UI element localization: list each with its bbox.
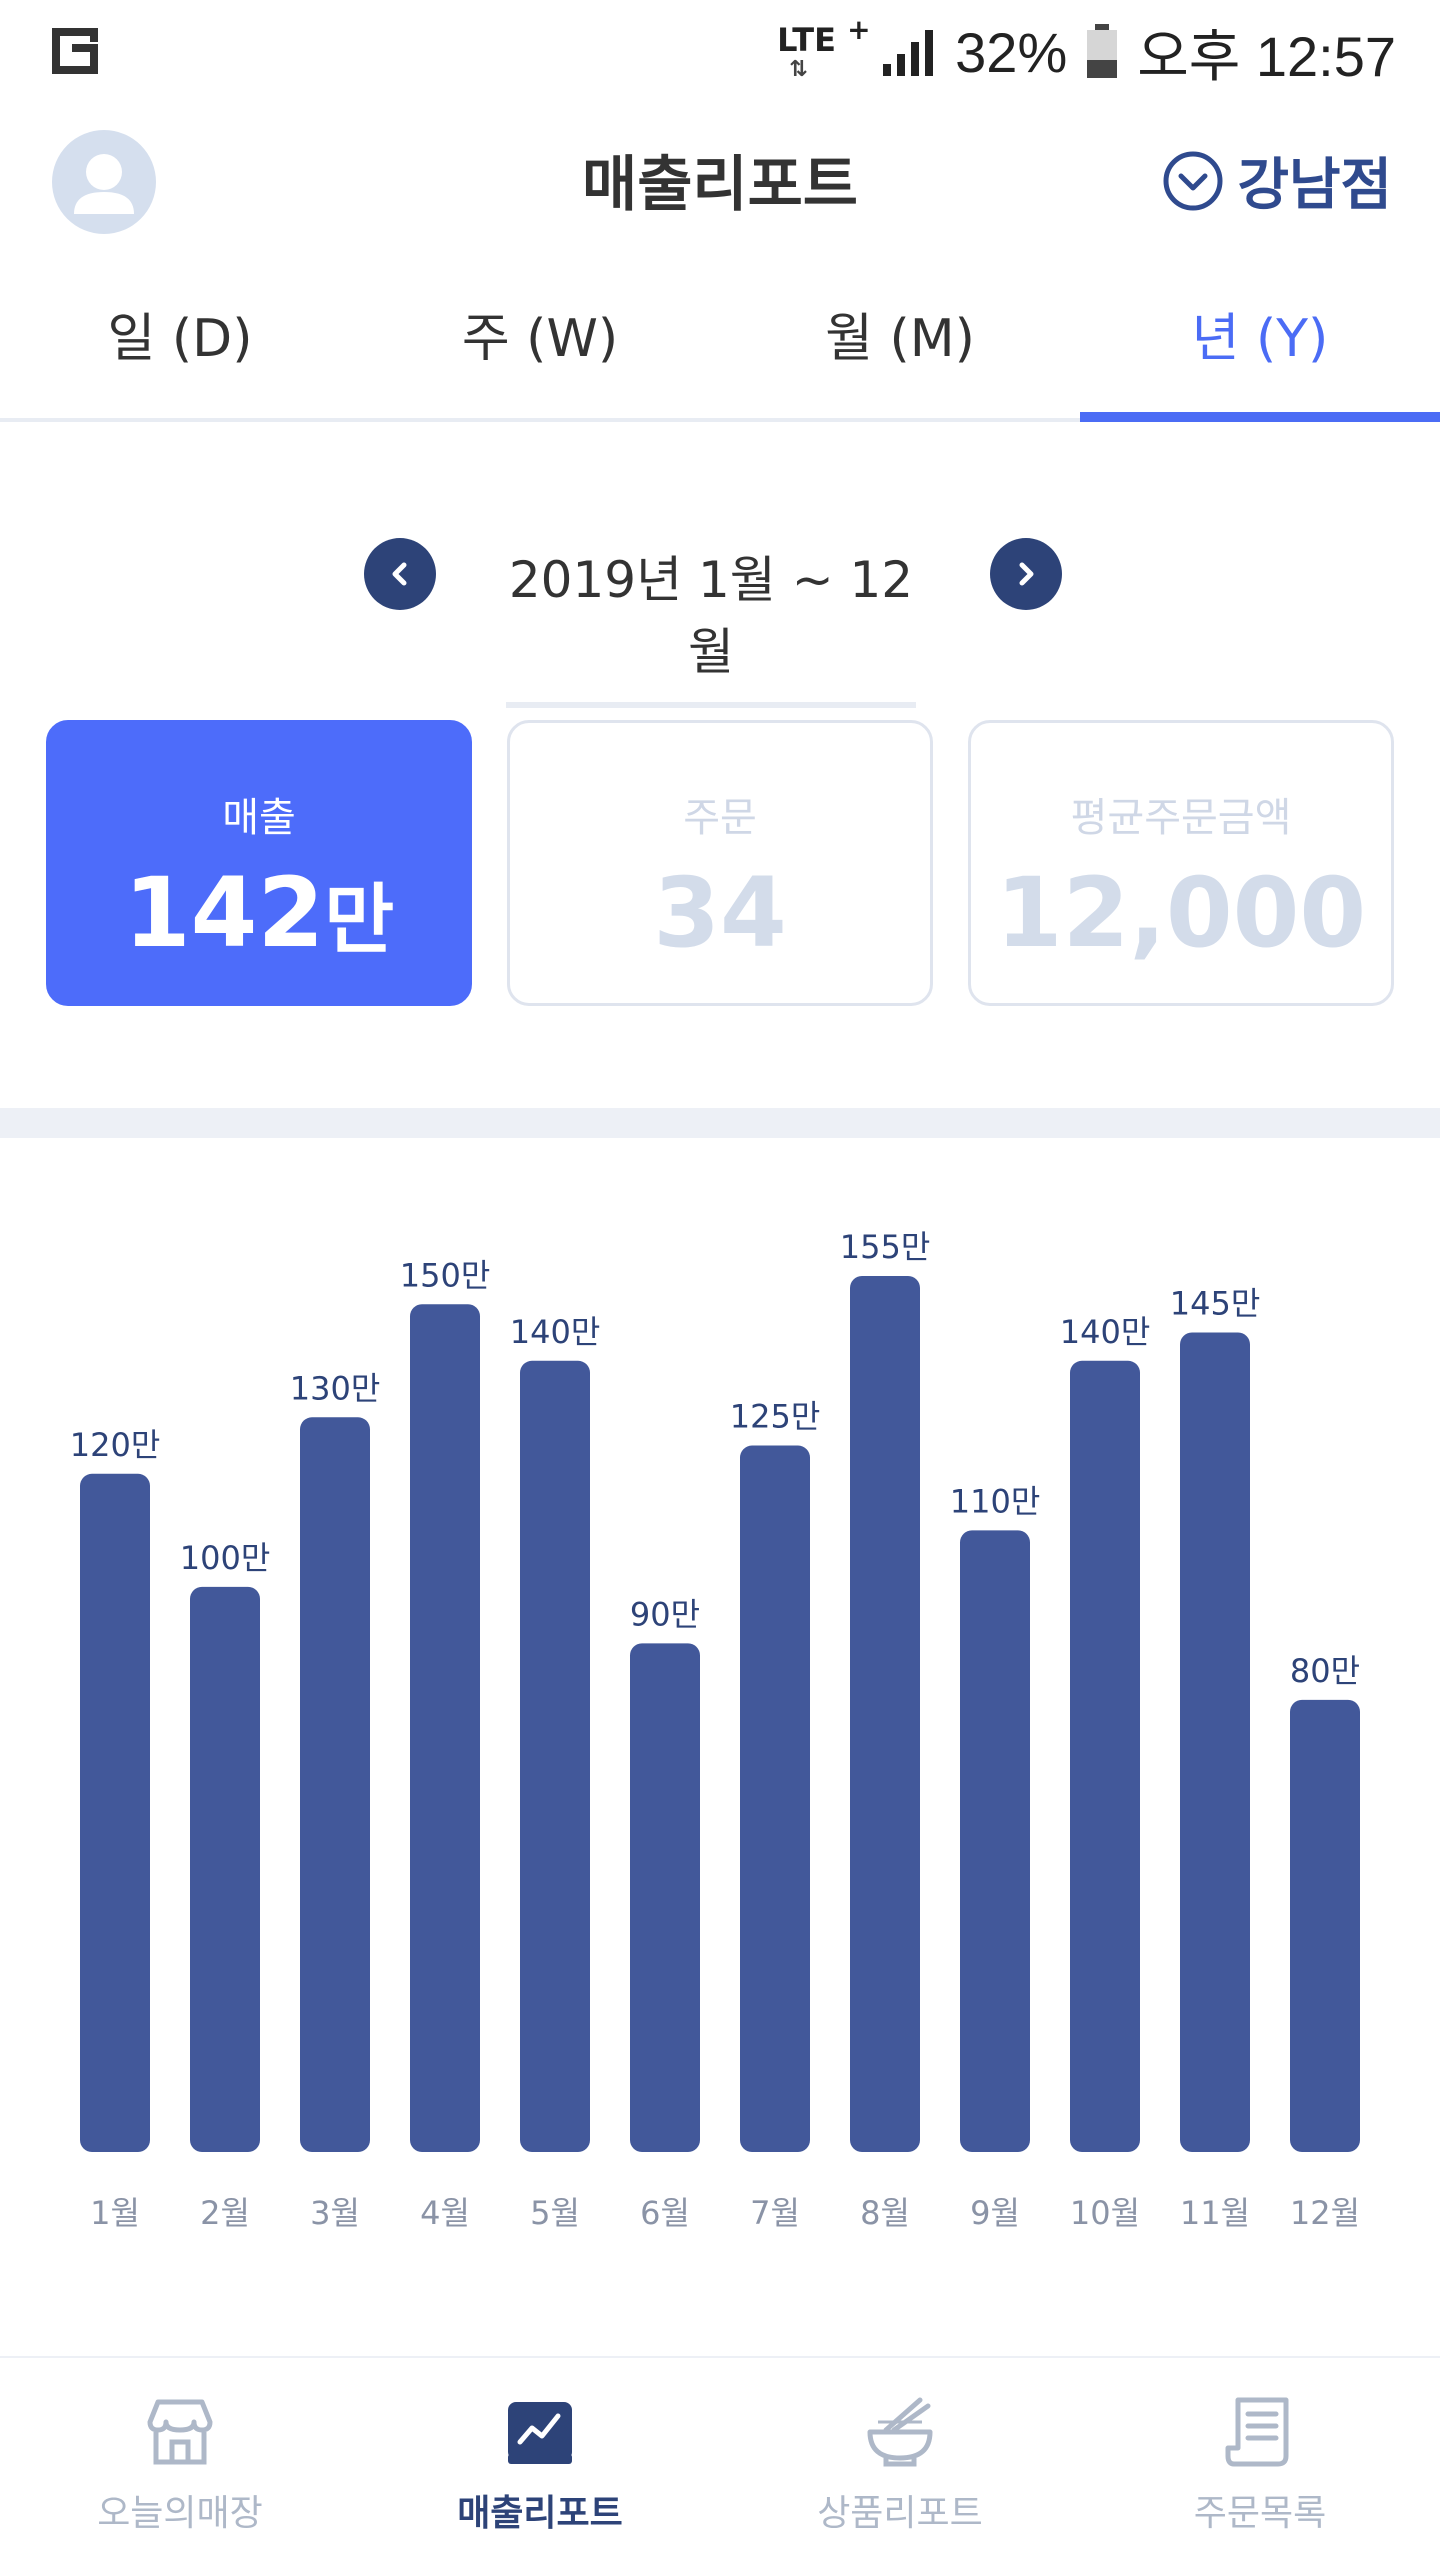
bar-1[interactable]	[80, 1473, 150, 2152]
nav-product-report[interactable]: 상품리포트	[720, 2358, 1080, 2560]
x-tick-label-2: 2월	[200, 2194, 250, 2232]
data-label-2: 100만	[180, 1539, 271, 1577]
nav-sales-report[interactable]: 매출리포트	[360, 2358, 720, 2560]
user-icon	[74, 154, 134, 214]
x-tick-label-3: 3월	[310, 2194, 360, 2232]
data-label-12: 80만	[1290, 1652, 1360, 1690]
summary-cards: 매출 142만 주문 34 평균주문금액 12,000	[46, 720, 1394, 1006]
orders-value: 34	[653, 857, 787, 969]
bar-10[interactable]	[1070, 1360, 1140, 2152]
orders-card[interactable]: 주문 34	[507, 720, 933, 1006]
sales-bar-chart: 120만 1월 100만 2월 130만 3월 150만 4월 140만 5월 90만 6월 125만 7…	[0, 1140, 1440, 2320]
data-arrows-icon: ⇅	[789, 57, 808, 82]
network-plus: +	[847, 13, 871, 46]
nav-order-list[interactable]: 주문목록	[1080, 2358, 1440, 2560]
x-tick-label-10: 10월	[1070, 2194, 1140, 2232]
x-tick-label-5: 5월	[530, 2194, 580, 2232]
avg-order-card[interactable]: 평균주문금액 12,000	[968, 720, 1394, 1006]
x-tick-label-11: 11월	[1180, 2194, 1250, 2232]
network-type: LTE	[777, 21, 836, 59]
bar-4[interactable]	[410, 1304, 480, 2152]
bar-5[interactable]	[520, 1360, 590, 2152]
bar-12[interactable]	[1290, 1699, 1360, 2152]
section-divider	[0, 1108, 1440, 1138]
bar-3[interactable]	[300, 1417, 370, 2152]
x-tick-label-9: 9월	[970, 2194, 1020, 2232]
tab-month[interactable]: 월 (M)	[825, 309, 975, 369]
data-label-4: 150만	[400, 1256, 491, 1294]
x-tick-label-8: 8월	[860, 2194, 910, 2232]
avg-order-label: 평균주문금액	[1070, 795, 1292, 841]
data-label-5: 140만	[510, 1313, 601, 1351]
sales-label: 매출	[222, 795, 296, 841]
chevron-down-icon	[1163, 151, 1223, 210]
nav-label-order-list: 주문목록	[1193, 2493, 1327, 2534]
sales-card[interactable]: 매출 142만	[46, 720, 472, 1006]
clock: 오후 12:57	[1137, 24, 1396, 88]
tab-day[interactable]: 일 (D)	[107, 309, 253, 369]
orders-label: 주문	[683, 795, 757, 841]
sales-chart-icon	[508, 2402, 572, 2464]
page-title: 매출리포트	[582, 150, 858, 220]
noodle-bowl-icon	[867, 2397, 933, 2467]
x-tick-label-4: 4월	[420, 2194, 470, 2232]
receipt-icon	[1225, 2397, 1289, 2467]
data-label-10: 140만	[1060, 1313, 1151, 1351]
bottom-navigation: 오늘의매장 매출리포트 상품리포트 주문목록	[0, 2356, 1440, 2560]
sales-value: 142만	[49, 860, 469, 967]
data-label-11: 145만	[1170, 1285, 1261, 1323]
nav-label-sales-report: 매출리포트	[457, 2493, 623, 2534]
bar-8[interactable]	[850, 1276, 920, 2152]
data-label-3: 130만	[290, 1369, 381, 1407]
x-tick-label-7: 7월	[750, 2194, 800, 2232]
x-tick-label-1: 1월	[90, 2194, 140, 2232]
tab-week[interactable]: 주 (W)	[461, 309, 619, 369]
bar-2[interactable]	[190, 1586, 260, 2152]
data-label-6: 90만	[630, 1595, 700, 1633]
bar-6[interactable]	[630, 1643, 700, 2152]
tab-year[interactable]: 년 (Y)	[1080, 270, 1440, 422]
data-label-7: 125만	[730, 1398, 821, 1436]
chevron-right-icon	[1019, 562, 1034, 586]
store-name: 강남점	[1237, 153, 1392, 218]
nav-label-today-store: 오늘의매장	[97, 2493, 263, 2534]
network-indicator: LTE + ⇅	[777, 13, 870, 87]
bar-9[interactable]	[960, 1530, 1030, 2152]
period-navigator: 2019년 1월 ~ 12월	[0, 520, 1440, 708]
carrier-logo-icon	[52, 28, 98, 74]
data-label-9: 110만	[950, 1482, 1041, 1520]
previous-period-button[interactable]	[364, 538, 436, 610]
data-label-8: 155만	[840, 1228, 931, 1266]
sales-amount: 142	[123, 857, 325, 969]
app-header: 매출리포트 강남점	[0, 110, 1440, 260]
battery-percent: 32%	[955, 20, 1068, 84]
chart-svg: 120만 1월 100만 2월 130만 3월 150만 4월 140만 5월 90만 6월 125만 7…	[70, 1228, 1360, 2232]
period-tabs: 일 (D) 주 (W) 월 (M) 년 (Y)	[0, 270, 1440, 422]
store-icon	[147, 2399, 213, 2465]
period-label[interactable]: 2019년 1월 ~ 12월	[506, 540, 916, 708]
bar-11[interactable]	[1180, 1332, 1250, 2152]
bar-7[interactable]	[740, 1445, 810, 2152]
x-tick-label-6: 6월	[640, 2194, 690, 2232]
signal-icon	[883, 30, 934, 76]
battery-icon	[1087, 24, 1118, 78]
sales-unit: 만	[324, 875, 395, 964]
avatar[interactable]	[52, 130, 156, 234]
next-period-button[interactable]	[990, 538, 1062, 610]
nav-label-product-report: 상품리포트	[817, 2493, 983, 2534]
nav-today-store[interactable]: 오늘의매장	[0, 2358, 360, 2560]
store-selector[interactable]: 강남점	[1161, 140, 1392, 221]
status-bar: LTE + ⇅ 32% 오후 12:57	[0, 0, 1440, 104]
x-tick-label-12: 12월	[1290, 2194, 1360, 2232]
data-label-1: 120만	[70, 1426, 161, 1464]
chevron-left-icon	[392, 562, 407, 586]
avg-order-value: 12,000	[995, 857, 1367, 969]
